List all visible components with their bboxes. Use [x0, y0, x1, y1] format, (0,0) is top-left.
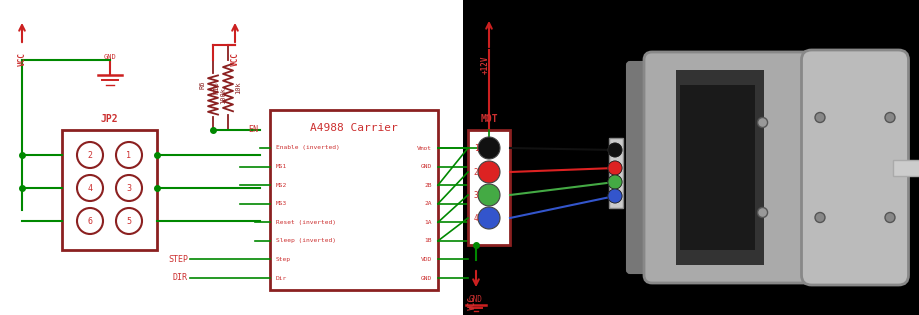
Circle shape	[607, 189, 621, 203]
Text: Step: Step	[276, 257, 290, 262]
Text: VCC: VCC	[467, 296, 476, 310]
Circle shape	[607, 189, 621, 203]
Text: DIR: DIR	[173, 273, 187, 283]
Text: JP2: JP2	[100, 114, 119, 124]
Text: 4: 4	[87, 184, 93, 193]
Bar	[675, 70, 763, 265]
Circle shape	[607, 143, 621, 157]
Text: Vmot: Vmot	[416, 146, 432, 151]
Circle shape	[607, 175, 621, 189]
Circle shape	[884, 213, 894, 222]
Bar	[679, 85, 754, 250]
Circle shape	[607, 189, 621, 203]
Text: STEP: STEP	[168, 255, 187, 264]
Circle shape	[478, 137, 499, 159]
Circle shape	[607, 175, 621, 189]
Text: GND: GND	[469, 295, 482, 304]
Bar	[462, 0, 919, 315]
Circle shape	[607, 143, 621, 157]
Circle shape	[116, 175, 142, 201]
Text: 5: 5	[127, 217, 131, 226]
Circle shape	[478, 161, 499, 183]
Text: 2: 2	[473, 168, 478, 177]
Text: MOT: MOT	[480, 114, 497, 124]
Text: R16: R16	[214, 81, 220, 94]
Text: Reset (inverted): Reset (inverted)	[276, 220, 335, 225]
Text: 2: 2	[87, 151, 93, 160]
FancyBboxPatch shape	[643, 52, 819, 283]
Circle shape	[607, 161, 621, 175]
Text: EN: EN	[248, 125, 257, 135]
FancyBboxPatch shape	[627, 62, 654, 273]
Circle shape	[756, 208, 766, 217]
Text: MS2: MS2	[276, 183, 287, 188]
Text: 2B: 2B	[424, 183, 432, 188]
Text: VCC: VCC	[231, 52, 239, 66]
Bar	[892, 159, 919, 175]
Circle shape	[478, 184, 499, 206]
Text: +12V: +12V	[480, 56, 489, 75]
Bar	[0, 0, 462, 315]
Text: MS3: MS3	[276, 201, 287, 206]
Text: Enable (inverted): Enable (inverted)	[276, 146, 339, 151]
FancyBboxPatch shape	[800, 50, 908, 285]
Text: 6: 6	[87, 217, 93, 226]
Bar	[269, 110, 437, 290]
Circle shape	[607, 161, 621, 175]
Text: 4: 4	[473, 214, 478, 223]
Circle shape	[814, 112, 824, 123]
Text: MS1: MS1	[276, 164, 287, 169]
Text: 3: 3	[473, 191, 478, 200]
Bar	[468, 130, 509, 245]
Text: 1A: 1A	[424, 220, 432, 225]
Circle shape	[607, 143, 621, 157]
Circle shape	[814, 213, 824, 222]
Circle shape	[607, 161, 621, 175]
Text: 2A: 2A	[424, 201, 432, 206]
Text: Dir: Dir	[276, 276, 287, 280]
Circle shape	[478, 207, 499, 229]
Circle shape	[77, 208, 103, 234]
Circle shape	[756, 117, 766, 128]
Circle shape	[116, 208, 142, 234]
Text: 100k: 100k	[220, 87, 226, 104]
Circle shape	[116, 142, 142, 168]
Text: VDD: VDD	[420, 257, 432, 262]
Bar	[62, 130, 157, 250]
Text: GND: GND	[420, 164, 432, 169]
Text: GND: GND	[420, 276, 432, 280]
Circle shape	[77, 175, 103, 201]
Text: Sleep (inverted): Sleep (inverted)	[276, 238, 335, 243]
Text: 1: 1	[473, 144, 478, 153]
Bar	[608, 138, 622, 208]
Text: VCC: VCC	[17, 52, 27, 66]
Text: R6: R6	[199, 81, 206, 89]
Text: 1: 1	[127, 151, 131, 160]
Circle shape	[607, 175, 621, 189]
Circle shape	[77, 142, 103, 168]
Text: 10k: 10k	[234, 81, 241, 94]
Text: GND: GND	[104, 54, 116, 60]
Text: 1B: 1B	[424, 238, 432, 243]
Circle shape	[884, 112, 894, 123]
Text: 3: 3	[127, 184, 131, 193]
Text: A4988 Carrier: A4988 Carrier	[310, 123, 397, 133]
